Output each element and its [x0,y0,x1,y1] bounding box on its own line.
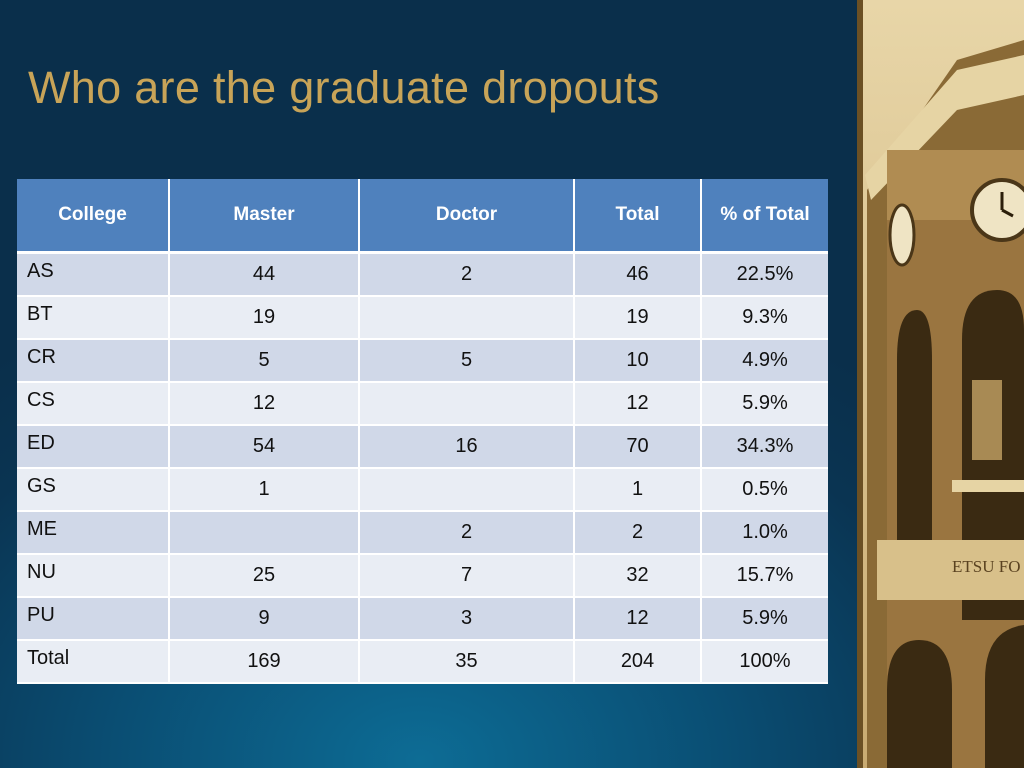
table-cell: 22.5% [700,251,828,297]
table-cell: 70 [573,424,702,469]
row-label: Total [17,639,170,684]
table-cell: 5 [168,338,360,383]
row-label: CS [17,381,170,426]
table-cell: 10 [573,338,702,383]
row-label: CR [17,338,170,383]
table-cell [168,510,360,555]
data-table: College Master Doctor Total% of Total AS 44 2… [17,179,828,684]
table-cell: 9 [168,596,360,641]
table-cell: 19 [573,295,702,340]
table-cell: 16 [358,424,575,469]
row-label: BT [17,295,170,340]
table-cell: 169 [168,639,360,684]
table-cell: 1 [573,467,702,512]
table-cell: 7 [358,553,575,598]
row-label: ME [17,510,170,555]
table-cell: 12 [573,381,702,426]
slide-title: Who are the graduate dropouts [28,62,660,113]
table-cell: 19 [168,295,360,340]
table-row: GS 1 1 0.5% [17,467,828,512]
row-label: AS [17,251,170,297]
table-cell: 25 [168,553,360,598]
table-cell: 4.9% [700,338,828,383]
table-cell: 2 [358,251,575,297]
inscription: ETSU FO [952,557,1020,576]
table-row: CS 12 12 5.9% [17,381,828,426]
table-cell: 44 [168,251,360,297]
row-label: ED [17,424,170,469]
table-cell [358,381,575,426]
table-row: CR 5 5 10 4.9% [17,338,828,383]
table-cell [358,295,575,340]
table-cell: 15.7% [700,553,828,598]
table-body: AS 44 2 46 22.5% BT 19 19 9.3% CR 5 5 10 4.9% CS 12 12 5.… [17,251,828,684]
table-cell: 3 [358,596,575,641]
table-cell: 12 [573,596,702,641]
table-row: NU 25 7 32 15.7% [17,553,828,598]
table-row: AS 44 2 46 22.5% [17,251,828,297]
row-label: PU [17,596,170,641]
table-cell: 5.9% [700,381,828,426]
column-header: Master [168,179,360,254]
table-row: BT 19 19 9.3% [17,295,828,340]
table-row: PU 9 3 12 5.9% [17,596,828,641]
row-label: NU [17,553,170,598]
clock-tower-photo: ETSU FO [857,0,1024,768]
header-row: College Master Doctor Total% of Total [17,179,828,254]
table-cell: 12 [168,381,360,426]
table-cell: 2 [358,510,575,555]
table-row: Total 169 35 204 100% [17,639,828,684]
table-cell: 46 [573,251,702,297]
table-cell: 32 [573,553,702,598]
table-cell: 54 [168,424,360,469]
column-header: Doctor [358,179,575,254]
table-cell: 1 [168,467,360,512]
table-cell: 35 [358,639,575,684]
table-cell: 204 [573,639,702,684]
column-header: % of Total [700,179,828,254]
table-cell: 0.5% [700,467,828,512]
table-cell [358,467,575,512]
column-header: Total [573,179,702,254]
table-cell: 1.0% [700,510,828,555]
column-header: College [17,179,170,254]
row-label: GS [17,467,170,512]
table-cell: 100% [700,639,828,684]
table-row: ED 54 16 70 34.3% [17,424,828,469]
table-cell: 5.9% [700,596,828,641]
table-cell: 5 [358,338,575,383]
table-cell: 2 [573,510,702,555]
table-cell: 9.3% [700,295,828,340]
table-cell: 34.3% [700,424,828,469]
table-row: ME 2 2 1.0% [17,510,828,555]
